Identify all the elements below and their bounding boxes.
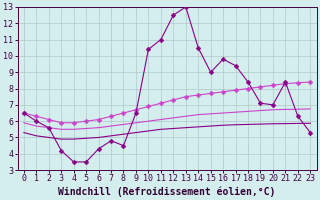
X-axis label: Windchill (Refroidissement éolien,°C): Windchill (Refroidissement éolien,°C) [58, 186, 276, 197]
